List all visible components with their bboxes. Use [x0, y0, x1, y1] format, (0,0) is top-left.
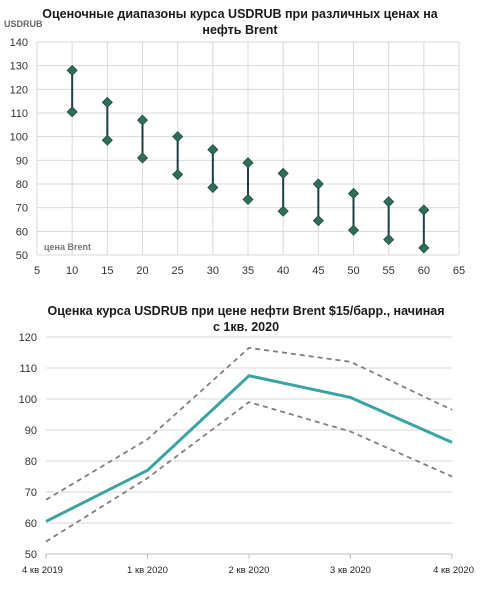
chart-1-x-tick-label: 50	[347, 265, 359, 277]
chart-2-y-tick-label: 70	[25, 487, 37, 499]
chart-1-x-tick-label: 35	[242, 265, 254, 277]
chart-1-y-tick-label: 110	[10, 108, 28, 120]
chart-1-x-tick-label: 40	[277, 265, 289, 277]
chart-1-x-tick-label: 25	[172, 265, 184, 277]
chart-1-low-marker	[383, 234, 395, 246]
chart-1-high-marker	[242, 157, 254, 169]
chart-1-x-tick-label: 60	[418, 265, 430, 277]
chart-1-y-tick-label: 80	[16, 179, 28, 191]
chart-1-y-tick-label: 120	[10, 84, 28, 96]
chart-1-high-marker	[136, 114, 149, 126]
chart-1-high-marker	[172, 131, 184, 143]
chart-1-y-tick-label: 140	[10, 37, 28, 49]
chart-1-low-marker	[242, 193, 254, 205]
chart-1-low-marker	[136, 152, 149, 164]
chart-1-low-marker	[418, 242, 430, 254]
chart-2-x-tick-label: 4 кв 2020	[433, 565, 474, 576]
chart-1-y-tick-label: 100	[10, 132, 28, 144]
chart-1-x-ticks: 5 10 15 20 25 30 35 40 45 50 55 60 65	[34, 265, 465, 277]
chart-2-x-tick-label: 1 кв 2020	[127, 565, 168, 576]
chart-2-y-tick-label: 60	[25, 518, 37, 530]
chart-2-y-tick-label: 90	[25, 425, 37, 437]
chart-1-low-marker	[312, 215, 324, 227]
chart-2-forecast-line	[45, 374, 453, 523]
chart-1-high-marker	[207, 144, 219, 156]
chart-1-y-tick-label: 70	[16, 203, 28, 215]
chart-1-high-marker	[312, 178, 324, 190]
chart-2-upper-bound-line	[45, 346, 453, 501]
chart-1: Оценочные диапазоны курса USDRUB при раз…	[4, 7, 465, 277]
chart-1-x-axis-label: цена Brent	[44, 242, 91, 252]
chart-1-y-tick-label: 90	[16, 155, 28, 167]
chart-2-y-tick-label: 100	[19, 394, 37, 406]
chart-1-x-tick-label: 65	[453, 265, 465, 277]
chart-2-title-line-1: Оценка курса USDRUB при цене нефти Brent…	[48, 304, 445, 318]
chart-1-high-marker	[66, 64, 78, 76]
chart-1-y-tick-label: 50	[16, 250, 28, 262]
chart-1-low-marker	[66, 106, 78, 118]
chart-2-gridlines	[45, 336, 453, 559]
chart-2-lower-bound-line	[45, 401, 453, 543]
chart-1-high-marker	[347, 187, 360, 200]
chart-2-y-tick-label: 110	[19, 363, 37, 375]
chart-1-marks	[66, 64, 430, 254]
chart-1-x-tick-label: 55	[383, 265, 395, 277]
chart-2-series-lines	[45, 346, 453, 543]
chart-1-y-tick-label: 60	[16, 226, 28, 238]
chart-1-low-marker	[277, 205, 289, 217]
chart-2-x-tick-label: 2 кв 2020	[229, 565, 270, 576]
chart-2-title-line-2: с 1кв. 2020	[213, 320, 279, 334]
chart-1-high-marker	[383, 196, 395, 208]
chart-1-x-tick-label: 10	[66, 265, 78, 277]
chart-1-title-line-1: Оценочные диапазоны курса USDRUB при раз…	[42, 7, 439, 21]
chart-1-low-marker	[101, 134, 113, 146]
chart-1-y-tick-label: 130	[10, 61, 28, 73]
chart-1-x-tick-label: 30	[207, 265, 219, 277]
chart-1-y-axis-label: USDRUB	[4, 19, 43, 29]
chart-2-y-tick-label: 80	[25, 456, 37, 468]
chart-1-x-tick-label: 20	[136, 265, 148, 277]
chart-2-x-tick-label: 4 кв 2019	[22, 565, 63, 576]
chart-1-high-marker	[101, 96, 113, 108]
chart-1-x-tick-label: 15	[101, 265, 113, 277]
chart-1-title-line-2: нефть Brent	[202, 23, 278, 37]
chart-1-high-marker	[418, 204, 430, 216]
chart-1-low-marker	[207, 181, 219, 194]
chart-1-x-tick-label: 5	[34, 265, 40, 277]
chart-1-low-marker	[172, 168, 184, 181]
chart-2: Оценка курса USDRUB при цене нефти Brent…	[19, 304, 474, 576]
chart-2-y-tick-label: 120	[19, 332, 37, 344]
chart-1-high-marker	[277, 167, 289, 179]
chart-2-y-ticks: 50 60 70 80 90 100 110 120	[19, 332, 37, 561]
chart-2-x-tick-label: 3 кв 2020	[330, 565, 371, 576]
chart-1-x-tick-label: 45	[312, 265, 324, 277]
chart-2-y-tick-label: 50	[25, 549, 37, 561]
chart-1-y-ticks: 50 60 70 80 90 100 110 120 130 140	[10, 37, 28, 262]
chart-2-x-ticks: 4 кв 2019 1 кв 2020 2 кв 2020 3 кв 2020 4 кв…	[22, 565, 474, 576]
chart-1-low-marker	[347, 224, 360, 236]
chart-1-gridlines	[36, 41, 460, 256]
